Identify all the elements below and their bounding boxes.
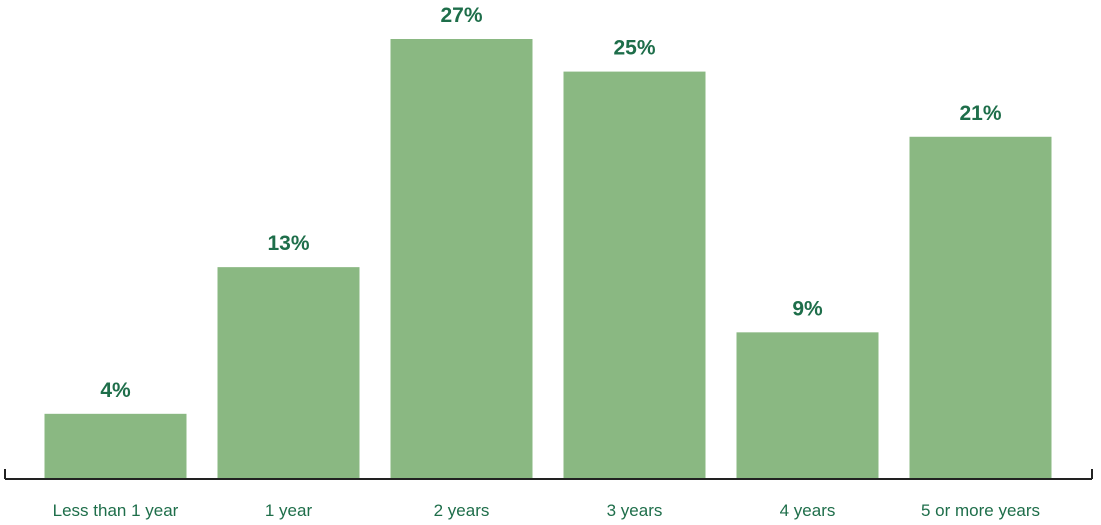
x-tick-labels: Less than 1 year 1 year 2 years 3 years 4 ye… xyxy=(53,501,1040,520)
x-tick-label: 4 years xyxy=(780,501,836,520)
x-tick-label: 2 years xyxy=(434,501,490,520)
bar-2 xyxy=(390,39,533,479)
bar-0 xyxy=(44,413,187,479)
x-tick-label: 3 years xyxy=(607,501,663,520)
x-tick-label: 5 or more years xyxy=(921,501,1040,520)
x-tick-label: 1 year xyxy=(265,501,313,520)
bar-3 xyxy=(563,71,706,479)
bar-value-label: 4% xyxy=(100,379,131,402)
bar-1 xyxy=(217,267,360,479)
bar-value-label: 25% xyxy=(613,37,655,60)
bar-value-label: 27% xyxy=(440,4,482,27)
bars-group xyxy=(44,39,1052,479)
x-axis xyxy=(4,469,1093,480)
value-labels-group: 4% 13% 27% 25% 9% 21% xyxy=(100,4,1002,402)
x-tick-label: Less than 1 year xyxy=(53,501,179,520)
bar-4 xyxy=(736,332,879,479)
bar-value-label: 9% xyxy=(792,297,823,320)
bar-value-label: 13% xyxy=(267,232,309,255)
bar-value-label: 21% xyxy=(959,102,1001,125)
bar-5 xyxy=(909,136,1052,479)
